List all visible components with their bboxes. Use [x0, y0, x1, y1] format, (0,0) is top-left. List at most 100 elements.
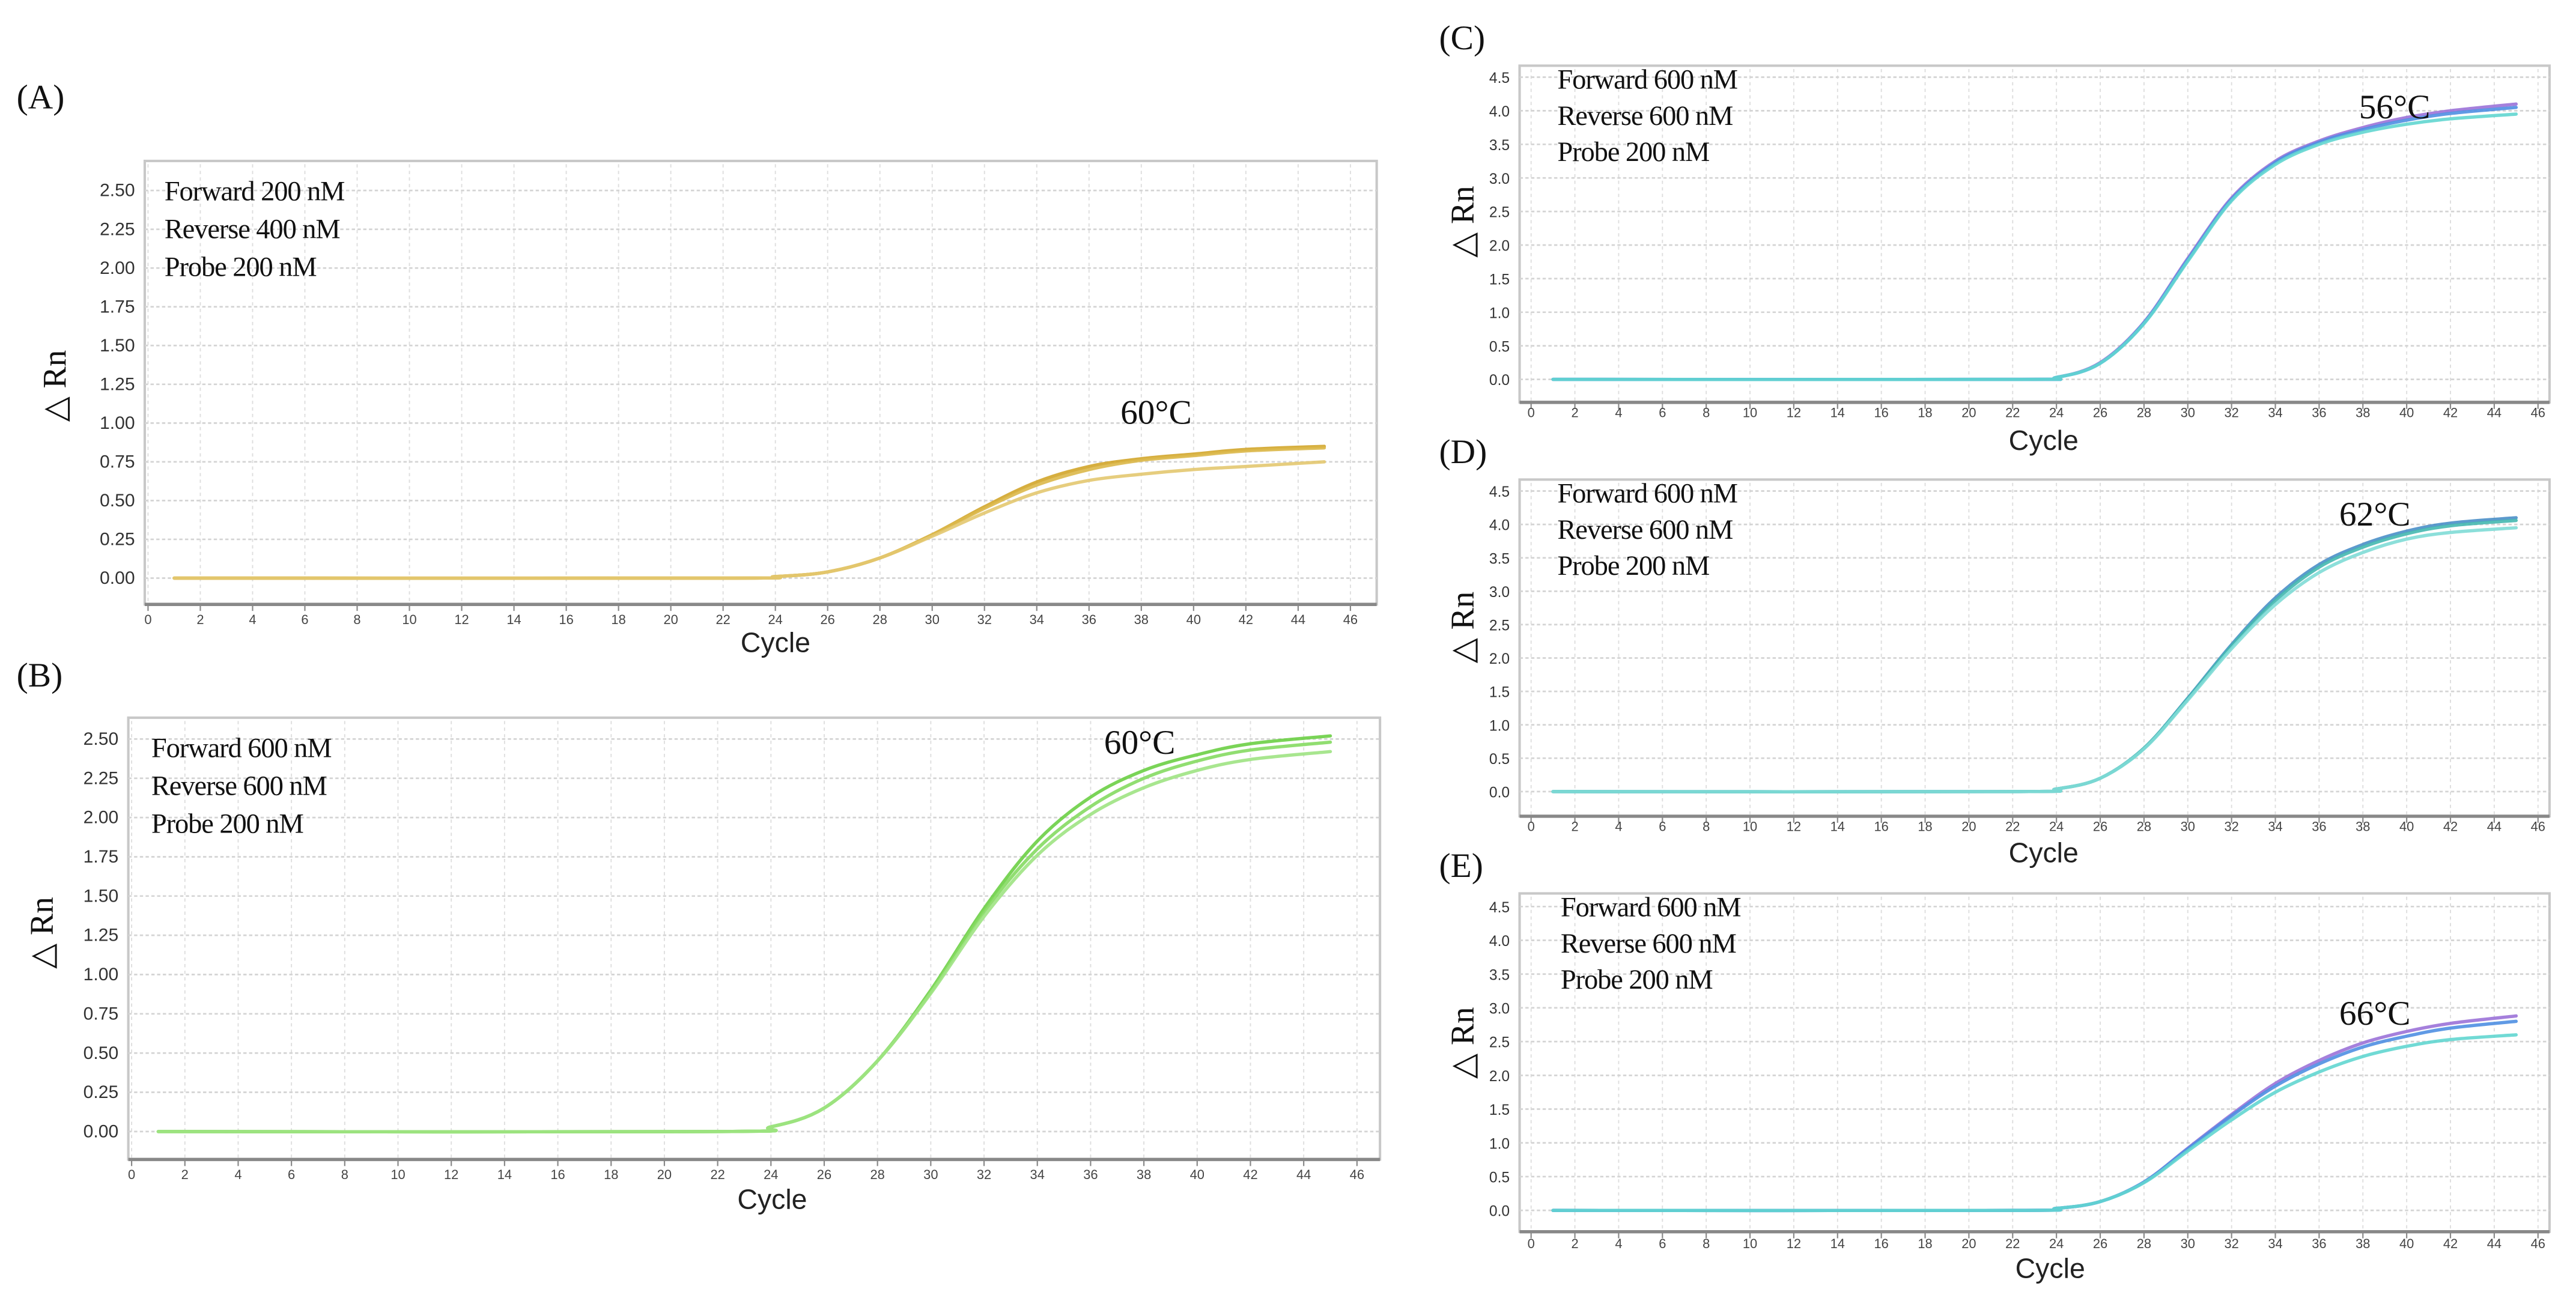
y-tick-label: 1.50	[100, 336, 135, 356]
x-tick-label: 18	[611, 612, 625, 627]
y-tick-label: 2.50	[84, 729, 119, 749]
x-tick-label: 18	[1918, 819, 1932, 834]
condition-text: Probe 200 nM	[1557, 137, 1709, 168]
y-tick-label: 2.25	[100, 219, 135, 239]
condition-text: Reverse 600 nM	[1557, 515, 1733, 545]
y-axis-title: △ Rn	[1444, 1007, 1481, 1079]
x-tick-label: 30	[923, 1167, 938, 1182]
y-tick-label: 2.0	[1489, 651, 1510, 667]
panel-c: (C)0 2 4 6 8 10 12 14 16 18 20 22 24 26 28 30 32 34 36 38 40…	[1439, 19, 2551, 456]
y-tick-label: 0.75	[100, 452, 135, 472]
x-tick-label: 20	[657, 1167, 672, 1182]
x-tick-label: 16	[1874, 405, 1888, 420]
x-axis-title: Cycle	[737, 1183, 807, 1215]
x-tick-label: 24	[2049, 819, 2064, 834]
amplification-curve-rep3	[1551, 112, 2518, 381]
y-tick-label: 1.0	[1489, 718, 1510, 734]
x-tick-label: 32	[977, 1167, 991, 1182]
x-tick-label: 22	[2005, 819, 2020, 834]
y-tick-label: 1.5	[1489, 685, 1510, 701]
x-tick-label: 30	[2181, 405, 2195, 420]
y-tick-label: 0.75	[84, 1004, 119, 1023]
y-tick-label: 3.5	[1489, 551, 1510, 567]
x-tick-label: 24	[764, 1167, 778, 1182]
y-axis-title: △ Rn	[37, 350, 73, 422]
y-tick-label: 2.50	[100, 181, 135, 201]
temperature-annotation: 56°C	[2359, 88, 2431, 126]
x-tick-label: 20	[663, 612, 678, 627]
x-tick-label: 12	[1787, 819, 1801, 834]
x-tick-label: 14	[1830, 405, 1845, 420]
x-tick-label: 6	[1659, 405, 1666, 420]
x-tick-label: 6	[301, 612, 308, 627]
x-tick-label: 6	[1659, 819, 1666, 834]
x-tick-label: 8	[353, 612, 360, 627]
x-tick-label: 40	[2399, 1236, 2414, 1251]
x-tick-label: 34	[2268, 819, 2282, 834]
x-tick-label: 26	[821, 612, 835, 627]
x-tick-label: 36	[1082, 612, 1096, 627]
y-tick-label: 3.0	[1489, 171, 1510, 187]
x-tick-label: 10	[1743, 1236, 1757, 1251]
x-tick-label: 32	[2224, 819, 2238, 834]
panel-label: (B)	[17, 657, 63, 694]
x-tick-label: 12	[1787, 1236, 1801, 1251]
x-tick-label: 2	[1571, 405, 1578, 420]
x-tick-label: 2	[1571, 819, 1578, 834]
x-tick-label: 4	[1615, 819, 1622, 834]
x-tick-label: 22	[715, 612, 730, 627]
amplification-curve-rep3	[172, 460, 1326, 580]
y-tick-label: 1.25	[100, 374, 135, 394]
x-tick-label: 38	[2356, 819, 2370, 834]
x-tick-label: 30	[2181, 819, 2195, 834]
x-tick-label: 22	[710, 1167, 724, 1182]
x-tick-label: 34	[2268, 405, 2282, 420]
condition-text: Probe 200 nM	[151, 808, 303, 839]
x-tick-label: 32	[2224, 405, 2238, 420]
x-tick-label: 28	[2137, 819, 2151, 834]
y-tick-label: 4.0	[1489, 518, 1510, 534]
y-tick-label: 1.75	[84, 847, 119, 867]
x-tick-label: 46	[1343, 612, 1358, 627]
panel-b: (B)0 2 4 6 8 10 12 14 16 18 20 22 24 26 28 30 32 34 36 38 40…	[17, 657, 1382, 1215]
x-tick-label: 4	[249, 612, 256, 627]
x-tick-label: 16	[1874, 819, 1888, 834]
panel-d: (D)0 2 4 6 8 10 12 14 16 18 20 22 24 26 28 30 32 34 36 38 40…	[1439, 433, 2551, 868]
x-axis-title: Cycle	[741, 627, 810, 658]
x-tick-label: 34	[1030, 612, 1044, 627]
x-tick-label: 16	[1874, 1236, 1888, 1251]
x-tick-label: 38	[2356, 405, 2370, 420]
amplification-curve-rep3	[1551, 526, 2518, 793]
condition-text: Probe 200 nM	[1557, 551, 1709, 581]
y-tick-label: 2.0	[1489, 1069, 1510, 1085]
x-tick-label: 42	[2443, 819, 2458, 834]
x-tick-label: 16	[559, 612, 573, 627]
x-tick-label: 26	[2093, 405, 2107, 420]
x-tick-label: 12	[1787, 405, 1801, 420]
y-tick-label: 2.00	[100, 258, 135, 278]
y-tick-label: 0.50	[84, 1043, 119, 1063]
x-tick-label: 10	[1743, 819, 1757, 834]
y-tick-label: 1.50	[84, 886, 119, 906]
y-tick-label: 2.5	[1489, 617, 1510, 634]
y-axis-title: △ Rn	[23, 897, 60, 969]
x-tick-label: 14	[1830, 1236, 1845, 1251]
x-tick-label: 44	[2487, 819, 2502, 834]
y-tick-label: 2.5	[1489, 1035, 1510, 1051]
y-tick-label: 2.25	[84, 768, 119, 788]
x-tick-label: 20	[1961, 1236, 1976, 1251]
x-tick-label: 24	[2049, 405, 2064, 420]
x-tick-label: 42	[1243, 1167, 1257, 1182]
x-tick-label: 4	[234, 1167, 242, 1182]
plot-area	[1518, 892, 2551, 1233]
x-tick-label: 46	[2531, 405, 2545, 420]
x-tick-label: 42	[2443, 1236, 2458, 1251]
y-tick-label: 0.0	[1489, 784, 1510, 801]
x-tick-label: 12	[444, 1167, 458, 1182]
amplification-curve-rep3	[1551, 1033, 2518, 1213]
x-tick-label: 22	[2005, 405, 2020, 420]
x-tick-label: 18	[604, 1167, 618, 1182]
y-tick-label: 2.00	[84, 808, 119, 828]
x-tick-label: 40	[2399, 819, 2414, 834]
y-tick-label: 0.0	[1489, 1204, 1510, 1220]
